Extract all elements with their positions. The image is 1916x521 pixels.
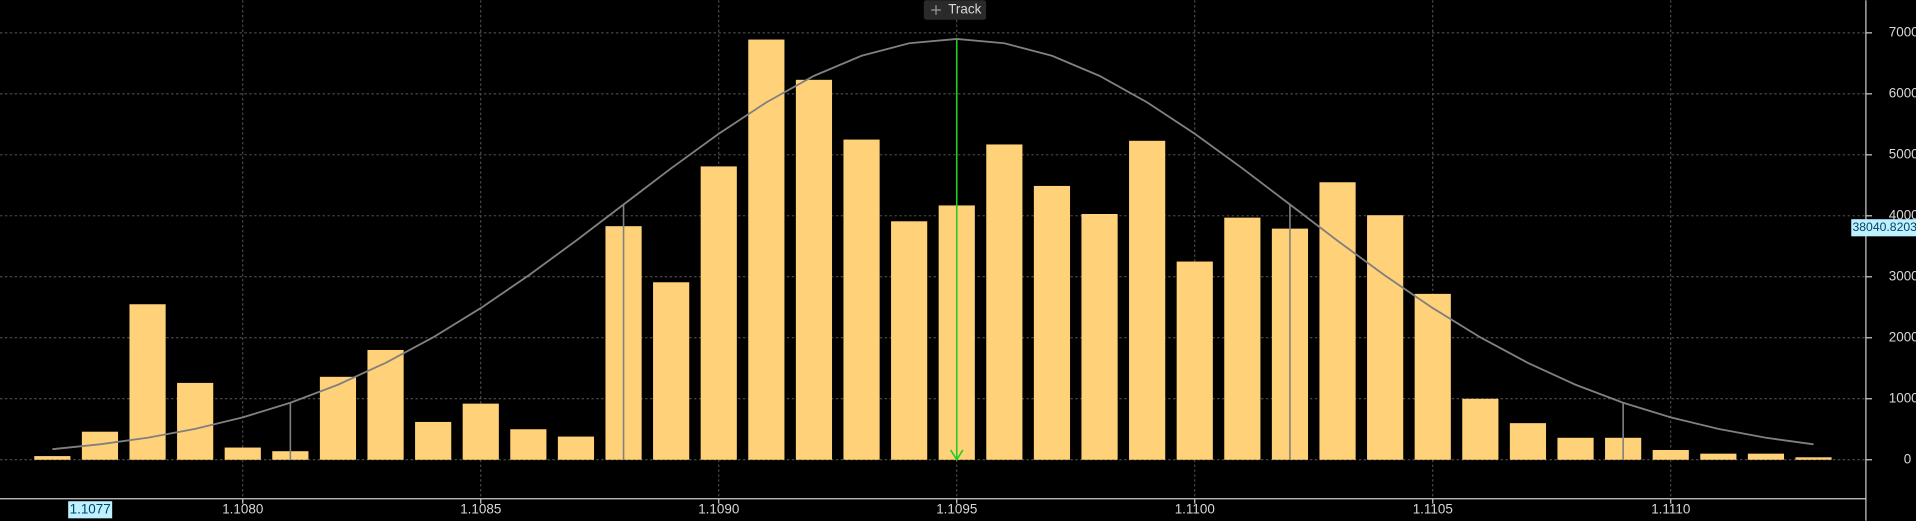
bar <box>177 382 214 460</box>
bar <box>462 403 499 460</box>
bar <box>700 166 737 460</box>
bars <box>34 39 1832 460</box>
button-bg[interactable] <box>923 0 987 20</box>
y-tick-label: 10000 <box>1889 390 1916 405</box>
x-tick-label: 1.1100 <box>1175 501 1215 516</box>
y-tick-label: 0 <box>1904 451 1911 466</box>
arrow-head <box>949 449 964 462</box>
crosshair-icon <box>931 5 941 15</box>
bar <box>653 282 690 460</box>
bar <box>1129 140 1166 460</box>
y-tick-label: 40000 <box>1889 207 1916 222</box>
bar <box>1652 449 1689 460</box>
bar <box>224 447 261 460</box>
track-button[interactable]: Track <box>923 0 987 20</box>
bar <box>1747 453 1785 460</box>
y-tick-label: 20000 <box>1889 329 1916 344</box>
x-tick-label: 1.1095 <box>936 501 977 516</box>
x-tick-label: 1.1080 <box>222 501 263 516</box>
button-label[interactable]: Track <box>948 2 981 17</box>
y-tick-label: 30000 <box>1889 268 1916 283</box>
cursor-x-label: 1.1077 <box>70 501 111 516</box>
cursor-x-bg <box>68 501 113 519</box>
bar <box>1081 213 1118 460</box>
bar <box>1319 182 1356 460</box>
cursor-y-bg <box>1851 219 1916 237</box>
x-tick-label: 1.1085 <box>460 501 501 516</box>
y-tick-label: 70000 <box>1889 24 1916 39</box>
x-tick-label: 1.1110 <box>1651 501 1690 516</box>
bar <box>1462 398 1499 460</box>
bar <box>795 79 833 460</box>
x-tick-label: 1.1105 <box>1413 501 1453 516</box>
bar <box>1557 437 1594 460</box>
bar <box>415 421 452 460</box>
bar <box>1414 293 1451 460</box>
bar <box>1176 261 1213 460</box>
bar <box>1033 185 1071 460</box>
bar <box>34 456 71 460</box>
bar <box>891 221 928 460</box>
y-tick-label: 60000 <box>1889 85 1916 100</box>
bar <box>1795 457 1832 460</box>
bar <box>510 429 547 460</box>
bar <box>986 144 1023 460</box>
x-tick-label: 1.1090 <box>698 501 739 516</box>
bar <box>367 349 404 460</box>
bar <box>557 436 595 460</box>
bar <box>1509 423 1547 460</box>
distribution-curve <box>52 38 1814 451</box>
bar <box>319 376 357 460</box>
bar <box>1700 453 1737 460</box>
overlay: 1.1077 38040.8203 <box>52 38 1916 519</box>
cursor-y-label: 38040.8203 <box>1852 220 1916 234</box>
bar <box>843 139 880 460</box>
y-tick-label: 50000 <box>1889 146 1916 161</box>
bar <box>1367 215 1404 460</box>
bar <box>1224 217 1261 460</box>
bar <box>129 304 166 460</box>
